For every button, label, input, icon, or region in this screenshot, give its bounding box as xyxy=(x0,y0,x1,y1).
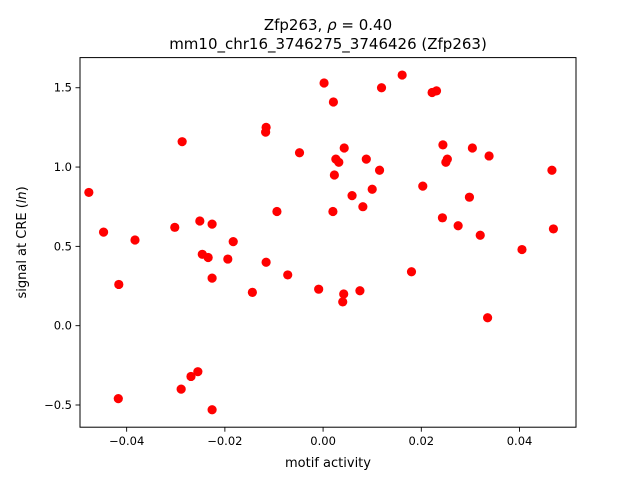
plot-area xyxy=(84,70,559,415)
data-point xyxy=(84,187,94,198)
data-point xyxy=(207,273,217,283)
data-point xyxy=(113,394,123,404)
x-tick-label: 0.02 xyxy=(409,434,435,448)
data-point xyxy=(294,148,305,158)
x-tick-label: −0.04 xyxy=(109,434,144,448)
data-point xyxy=(475,230,485,240)
x-tick-label: 0.00 xyxy=(310,434,336,448)
data-point xyxy=(98,227,109,237)
data-point xyxy=(130,235,140,245)
data-point xyxy=(339,143,349,153)
x-tick-label: −0.02 xyxy=(207,434,242,448)
data-point xyxy=(207,219,217,229)
y-axis: −0.5 0.0 0.5 1.0 1.5 xyxy=(44,81,80,412)
data-point xyxy=(170,222,180,232)
y-tick-label: 1.0 xyxy=(54,160,72,174)
y-axis-label-italic: ln xyxy=(15,191,30,203)
data-point xyxy=(517,244,527,255)
data-point xyxy=(358,202,368,212)
data-point xyxy=(328,206,338,217)
y-axis-label: signal at CRE (ln) xyxy=(15,186,30,298)
y-tick-label: −0.5 xyxy=(44,398,72,412)
data-point xyxy=(397,70,407,80)
data-point xyxy=(438,140,448,150)
data-point xyxy=(329,170,339,180)
data-point xyxy=(186,371,196,382)
title-rho-symbol: ρ xyxy=(327,16,337,34)
y-tick-label: 0.0 xyxy=(54,319,72,333)
data-point xyxy=(467,143,477,153)
data-point xyxy=(338,297,348,307)
data-point xyxy=(347,191,357,201)
data-point xyxy=(261,127,271,137)
axes-frame xyxy=(79,57,577,428)
x-axis-label: motif activity xyxy=(285,456,371,471)
data-point xyxy=(272,206,282,217)
data-point xyxy=(406,267,417,277)
data-point xyxy=(207,405,217,415)
data-point xyxy=(223,254,233,264)
data-point xyxy=(334,157,344,167)
data-point xyxy=(547,165,557,175)
data-point xyxy=(195,216,205,226)
data-point xyxy=(418,181,428,191)
data-point xyxy=(176,384,186,394)
data-point xyxy=(193,367,203,377)
data-point xyxy=(228,237,238,247)
data-point xyxy=(177,137,187,147)
data-point xyxy=(203,252,213,263)
y-axis-label-prefix: signal at CRE ( xyxy=(15,203,30,298)
x-tick-label: 0.04 xyxy=(507,434,533,448)
data-point xyxy=(376,83,387,93)
y-tick-label: 0.5 xyxy=(54,239,72,253)
title-gene-prefix: Zfp263, xyxy=(264,16,327,34)
data-point xyxy=(261,257,271,267)
data-point xyxy=(355,286,365,296)
data-point xyxy=(483,313,493,323)
data-point xyxy=(361,154,371,164)
data-point xyxy=(367,184,377,194)
data-point xyxy=(437,213,448,223)
data-point xyxy=(328,97,338,107)
data-point xyxy=(314,284,324,294)
x-axis: −0.04 −0.02 0.00 0.02 0.04 xyxy=(109,427,532,448)
data-point xyxy=(339,289,349,299)
data-point xyxy=(484,151,494,161)
data-point xyxy=(464,192,475,202)
y-tick-label: 1.5 xyxy=(54,81,72,95)
data-point xyxy=(453,221,463,231)
chart-title-line2: mm10_chr16_3746275_3746426 (Zfp263) xyxy=(169,35,487,54)
data-point xyxy=(114,279,124,290)
data-point xyxy=(374,165,385,175)
data-point xyxy=(548,224,559,234)
title-rho-value: = 0.40 xyxy=(337,16,393,34)
chart-title-line1: Zfp263, ρ = 0.40 xyxy=(264,16,392,34)
data-point xyxy=(431,86,442,96)
y-axis-label-suffix: ) xyxy=(15,186,30,191)
data-point xyxy=(319,78,329,88)
data-point xyxy=(247,287,257,297)
data-point xyxy=(442,154,452,164)
data-point xyxy=(283,270,293,280)
